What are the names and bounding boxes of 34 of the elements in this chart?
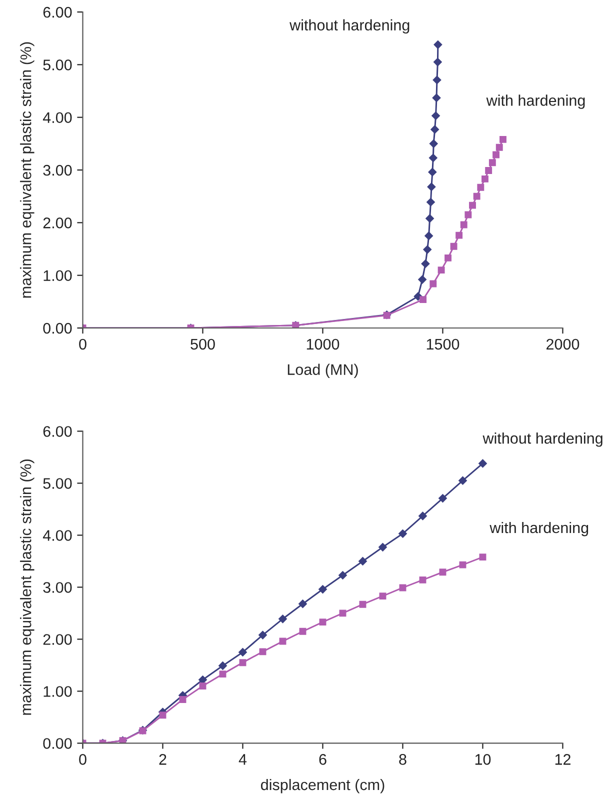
y-tick-label: 6.00 — [43, 6, 72, 18]
y-tick-label: 3.00 — [43, 582, 72, 593]
y-tick-label: 5.00 — [43, 478, 72, 489]
y-tick-label: 4.00 — [42, 112, 72, 124]
x-axis-title: displacement (cm) — [260, 778, 384, 794]
x-tick-label: 1500 — [426, 338, 460, 350]
y-tick-label: 3.00 — [43, 164, 72, 176]
y-tick-label: 2.00 — [43, 634, 72, 645]
x-tick-label: 12 — [555, 754, 570, 765]
y-tick-label: 6.00 — [43, 426, 72, 437]
text: with hardening — [486, 94, 585, 109]
y-tick-label: 5.00 — [43, 60, 72, 70]
series-label: without hardening — [290, 19, 410, 34]
y-tick-label: 0.00 — [43, 322, 72, 334]
x-tick-label: 1000 — [306, 338, 340, 350]
x-tick-label: 0 — [79, 338, 86, 350]
x-tick-label: 10 — [475, 754, 491, 765]
y-tick-label: 0.00 — [43, 738, 72, 749]
y-tick-label: 1.00 — [44, 686, 72, 697]
series-label: with hardening — [490, 522, 588, 536]
y-axis-title: maximum equivalent plastic strain (%) — [20, 42, 34, 298]
y-tick-label: 1.00 — [44, 270, 72, 282]
x-axis-title: Load (MN) — [288, 364, 358, 378]
x-tick-label: 2000 — [546, 338, 580, 350]
y-axis-title: maximum equivalent plastic strain (%) — [20, 460, 34, 715]
x-tick-label: 500 — [190, 338, 215, 350]
x-tick-label: 6 — [319, 754, 326, 765]
series-label: without hardening — [482, 432, 602, 447]
x-tick-label: 4 — [238, 754, 247, 765]
y-tick-label: 2.00 — [43, 218, 72, 228]
x-tick-label: 0 — [79, 754, 86, 765]
x-tick-label: 8 — [399, 754, 406, 765]
y-tick-label: 4.00 — [42, 530, 72, 541]
x-tick-label: 2 — [159, 754, 166, 765]
